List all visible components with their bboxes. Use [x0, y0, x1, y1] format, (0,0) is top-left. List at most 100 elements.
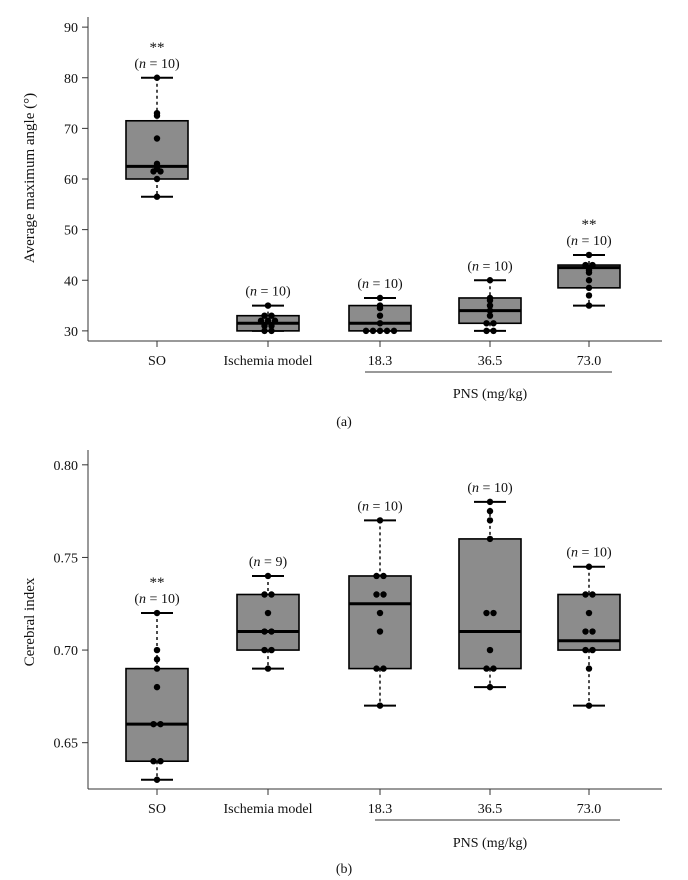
- data-point: [369, 327, 377, 335]
- data-point: [490, 609, 497, 617]
- group-label: PNS (mg/kg): [453, 836, 528, 851]
- data-point: [264, 317, 272, 324]
- y-tick-label: 40: [64, 274, 78, 289]
- data-point: [486, 498, 494, 506]
- y-tick-label: 60: [64, 173, 78, 188]
- y-tick-label: 0.70: [54, 644, 79, 659]
- n-annotation: (n = 10): [566, 234, 612, 249]
- data-point: [380, 665, 387, 672]
- data-point: [153, 683, 161, 691]
- n-annotation: (n = 9): [249, 555, 288, 570]
- x-category-label: 73.0: [577, 802, 602, 817]
- data-point: [153, 165, 161, 173]
- data-point: [264, 665, 272, 672]
- data-point: [268, 646, 275, 654]
- data-point: [585, 251, 593, 259]
- data-point: [264, 572, 272, 580]
- data-point: [490, 327, 497, 335]
- data-point: [264, 609, 272, 617]
- data-point: [483, 327, 490, 335]
- data-point: [257, 317, 265, 324]
- data-point: [268, 628, 275, 635]
- y-tick-label: 0.80: [54, 459, 79, 474]
- n-annotation: (n = 10): [467, 481, 513, 496]
- data-point: [486, 294, 494, 302]
- data-point: [486, 307, 494, 314]
- data-point: [585, 277, 593, 284]
- data-point: [490, 665, 497, 672]
- x-category-label: 18.3: [368, 354, 393, 369]
- data-point: [376, 517, 384, 524]
- significance-marker: **: [150, 40, 165, 56]
- data-point: [486, 277, 494, 284]
- data-point: [585, 302, 593, 309]
- x-category-label: 36.5: [478, 802, 503, 817]
- data-point: [486, 507, 494, 515]
- data-point: [589, 261, 596, 269]
- data-point: [376, 702, 384, 709]
- box-18-3: (n = 10): [348, 277, 412, 335]
- data-point: [261, 322, 268, 330]
- data-point: [486, 646, 494, 654]
- x-category-label: Ischemia model: [223, 354, 312, 369]
- box-36-5: (n = 10): [458, 481, 522, 691]
- panel-b-chart: 0.65 0.70 0.75 0.80 Cerebral index SO Ischemia…: [22, 450, 662, 877]
- box-ischemia-model: (n = 10): [236, 285, 300, 335]
- data-point: [153, 609, 161, 617]
- data-point: [153, 74, 161, 81]
- data-point: [486, 312, 494, 319]
- data-point: [486, 683, 494, 691]
- significance-marker: **: [150, 575, 165, 591]
- box-so: (n = 10)**: [125, 40, 189, 200]
- data-point: [153, 776, 161, 783]
- data-point: [376, 294, 384, 302]
- data-point: [582, 261, 589, 269]
- data-point: [585, 563, 593, 570]
- box-73-0: (n = 10): [557, 546, 621, 709]
- data-point: [373, 572, 380, 580]
- n-annotation: (n = 10): [134, 592, 180, 607]
- data-point: [153, 135, 161, 142]
- data-point: [268, 591, 275, 598]
- data-point: [376, 609, 384, 617]
- n-annotation: (n = 10): [357, 499, 403, 514]
- data-point: [383, 327, 391, 335]
- data-point: [589, 628, 596, 635]
- n-annotation: (n = 10): [357, 277, 403, 292]
- data-point: [585, 665, 593, 672]
- data-point: [483, 320, 490, 327]
- box-73-0: (n = 10)**: [557, 217, 621, 309]
- data-point: [150, 720, 157, 728]
- data-point: [373, 591, 380, 598]
- data-point: [585, 292, 593, 299]
- data-point: [153, 109, 161, 117]
- n-annotation: (n = 10): [134, 57, 180, 72]
- data-point: [486, 517, 494, 524]
- data-point: [486, 302, 494, 309]
- data-point: [268, 322, 275, 330]
- n-annotation: (n = 10): [245, 285, 291, 300]
- y-tick-label: 0.75: [54, 551, 79, 566]
- data-point: [153, 193, 161, 200]
- significance-marker: **: [582, 217, 597, 233]
- data-point: [376, 302, 384, 309]
- y-tick-label: 0.65: [54, 737, 79, 752]
- data-point: [376, 628, 384, 635]
- data-point: [582, 628, 589, 635]
- data-point: [261, 646, 268, 654]
- data-point: [153, 665, 161, 672]
- x-category-label: SO: [148, 354, 166, 369]
- data-point: [380, 572, 387, 580]
- data-point: [153, 656, 161, 663]
- data-point: [390, 327, 398, 335]
- data-point: [582, 591, 589, 598]
- y-tick-label: 50: [64, 224, 78, 239]
- box-36-5: (n = 10): [458, 259, 522, 335]
- data-point: [153, 646, 161, 654]
- y-tick-label: 90: [64, 21, 78, 36]
- data-point: [589, 646, 596, 654]
- panel-label: (b): [336, 862, 353, 877]
- x-category-label: 36.5: [478, 354, 503, 369]
- n-annotation: (n = 10): [566, 546, 612, 561]
